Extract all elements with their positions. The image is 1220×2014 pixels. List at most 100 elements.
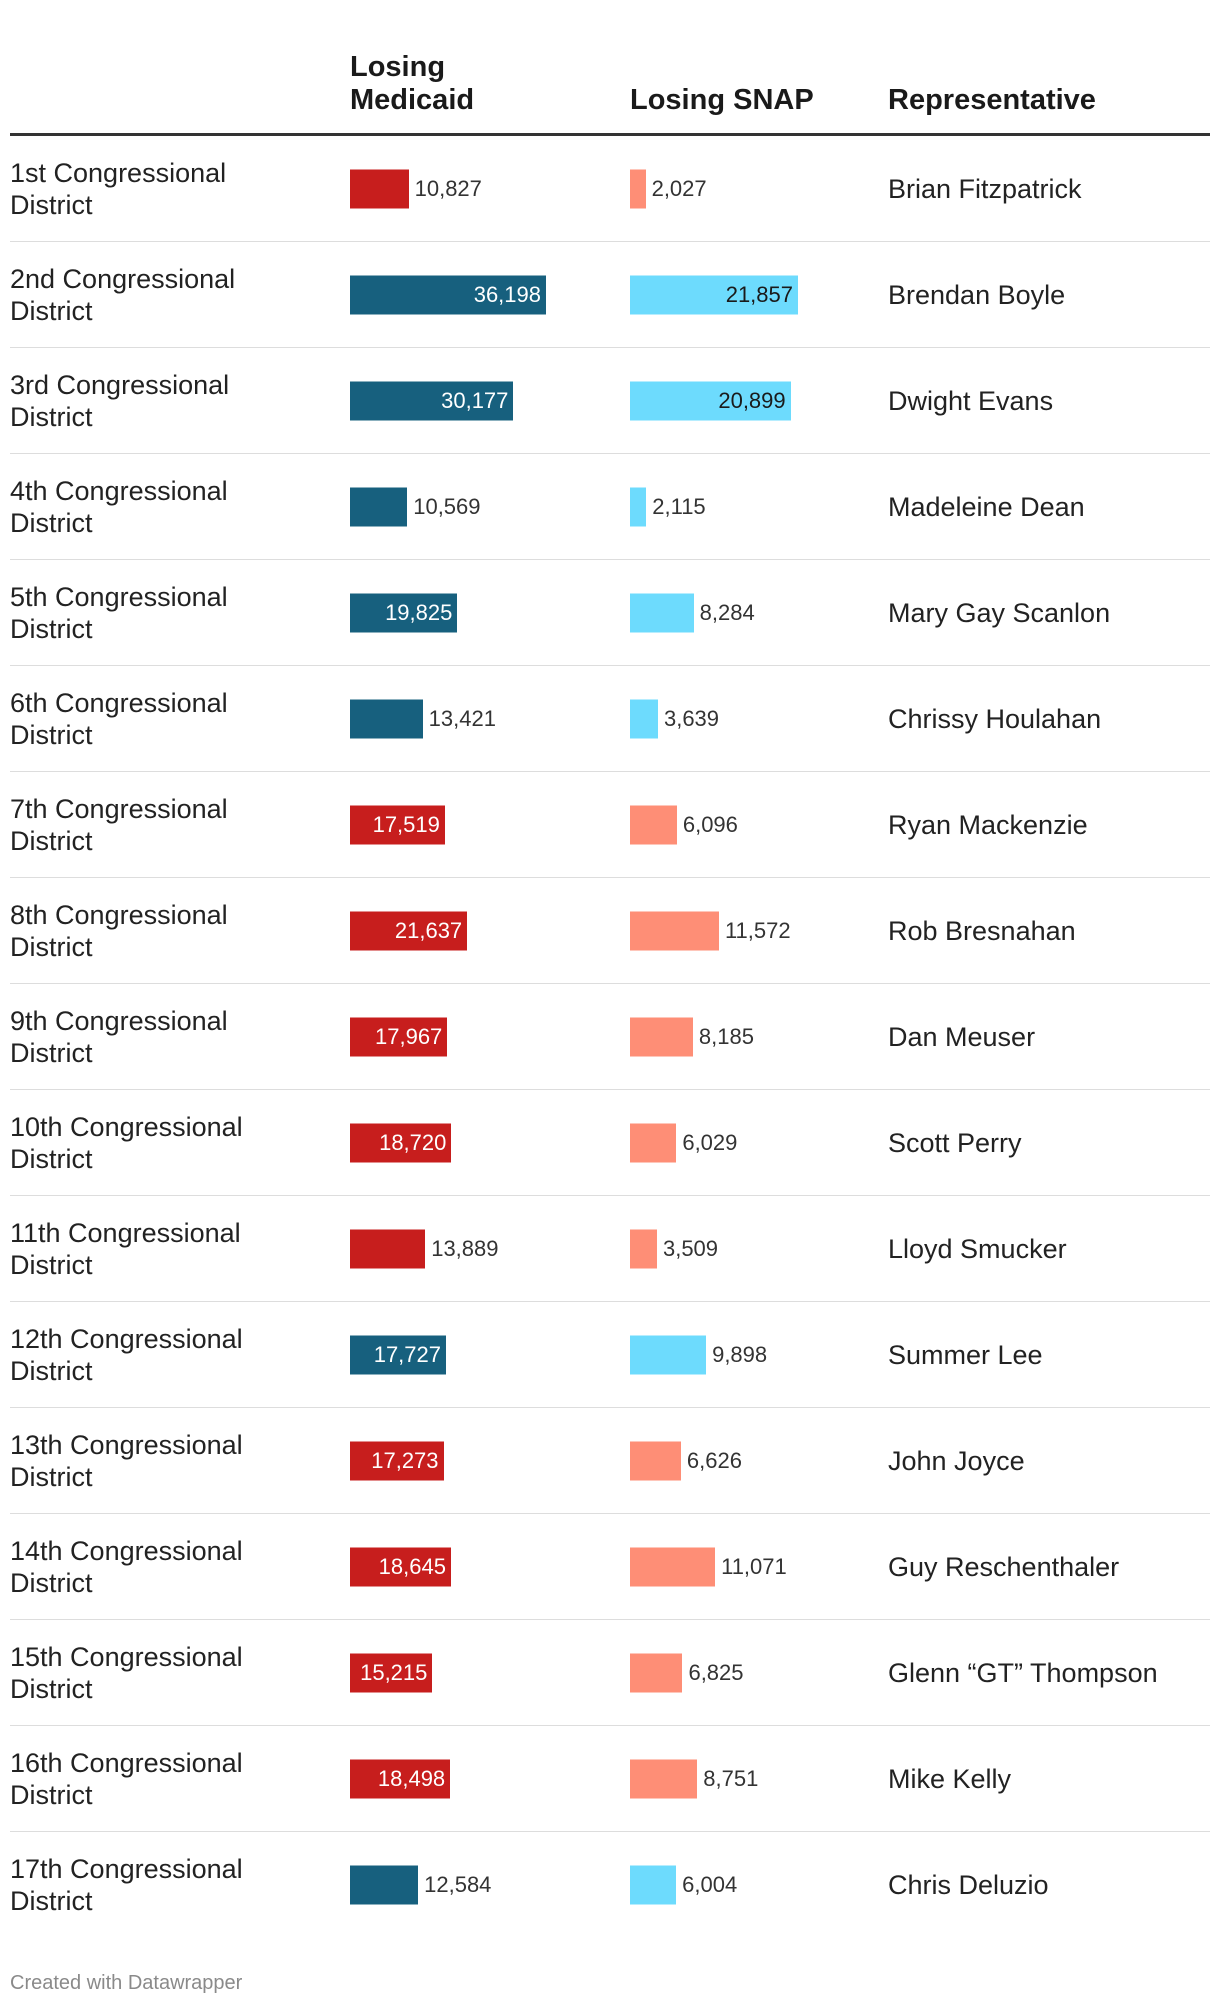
district-label: 9th Congressional District: [10, 1005, 228, 1068]
representative-name: Brendan Boyle: [888, 279, 1066, 310]
district-label: 8th Congressional District: [10, 899, 228, 962]
medicaid-bar: [350, 169, 409, 208]
snap-value-label: 8,185: [698, 1023, 754, 1049]
header-losing-snap[interactable]: Losing SNAP: [630, 84, 814, 116]
district-label: 2nd Congressional District: [10, 263, 236, 326]
snap-value-label: 9,898: [712, 1341, 768, 1367]
medicaid-value-label: 17,273: [371, 1447, 439, 1473]
representative-name: Scott Perry: [888, 1127, 1022, 1158]
medicaid-value-label: 10,827: [414, 175, 482, 201]
table-row: 5th Congressional District 19,825 8,284 Mar…: [10, 560, 1210, 666]
representative-name: Ryan Mackenzie: [888, 809, 1088, 840]
table-row: 14th Congressional District 18,645 11,071 G…: [10, 1514, 1210, 1620]
medicaid-value-label: 15,215: [360, 1659, 428, 1685]
snap-bar: [630, 1229, 657, 1268]
table-row: 1st Congressional District 10,827 2,027 Bri…: [10, 136, 1210, 242]
table-row: 8th Congressional District 21,637 11,572 Ro…: [10, 878, 1210, 984]
medicaid-bar: [350, 1123, 452, 1162]
snap-value-label: 6,096: [682, 811, 738, 837]
district-label: 15th Congressional District: [10, 1641, 243, 1704]
medicaid-value-label: 36,198: [473, 281, 541, 307]
medicaid-value-label: 21,637: [394, 917, 463, 943]
medicaid-bar: [350, 593, 458, 632]
snap-bar: [630, 911, 719, 950]
district-label: 12th Congressional District: [10, 1323, 243, 1386]
medicaid-bar: [350, 275, 546, 314]
snap-value-label: 8,284: [699, 599, 755, 625]
snap-bar: [630, 1123, 677, 1162]
medicaid-value-label: 18,498: [377, 1765, 446, 1791]
table-row: 2nd Congressional District 36,198 21,857 Br…: [10, 242, 1210, 348]
medicaid-bar: [350, 1229, 426, 1268]
table-row: 15th Congressional District 15,215 6,825 Gl…: [10, 1620, 1210, 1726]
snap-value-label: 6,626: [686, 1447, 742, 1473]
district-label: 17th Congressional District: [10, 1854, 243, 1916]
representative-name: Guy Reschenthaler: [888, 1551, 1120, 1582]
representative-name: Brian Fitzpatrick: [888, 173, 1082, 204]
medicaid-bar: [350, 1441, 444, 1480]
medicaid-value-label: 10,569: [413, 493, 481, 519]
district-label: 1st Congressional District: [10, 157, 227, 220]
district-label: 11th Congressional District: [10, 1217, 241, 1280]
representative-name: Madeleine Dean: [888, 491, 1085, 522]
district-label: 7th Congressional District: [10, 793, 228, 856]
medicaid-value-label: 18,645: [378, 1553, 446, 1579]
snap-value-label: 3,639: [663, 705, 720, 731]
table-row: 17th Congressional District 12,584 6,004 Ch…: [10, 1832, 1210, 1938]
medicaid-bar: [350, 1865, 419, 1905]
medicaid-bar: [350, 381, 514, 420]
table-row: 11th Congressional District 13,889 3,509 Ll…: [10, 1196, 1210, 1302]
snap-value-label: 2,027: [651, 175, 707, 201]
medicaid-bar: [350, 1653, 433, 1692]
snap-value-label: 3,509: [662, 1235, 719, 1261]
representative-name: Lloyd Smucker: [888, 1233, 1067, 1264]
snap-bar: [630, 1865, 677, 1905]
snap-value-label: 21,857: [725, 281, 793, 307]
snap-bar: [630, 1759, 698, 1798]
district-label: 4th Congressional District: [10, 475, 228, 538]
medicaid-bar: [350, 487, 408, 526]
representative-name: Dan Meuser: [888, 1021, 1036, 1052]
snap-bar: [630, 699, 658, 738]
medicaid-bar: [350, 805, 445, 844]
snap-bar: [630, 381, 791, 420]
medicaid-value-label: 19,825: [385, 599, 453, 625]
district-label: 16th Congressional District: [10, 1747, 243, 1810]
representative-name: Chris Deluzio: [888, 1870, 1049, 1900]
representative-name: Chrissy Houlahan: [888, 703, 1102, 734]
snap-value-label: 8,751: [703, 1765, 759, 1791]
table-row: 7th Congressional District 17,519 6,096 Rya…: [10, 772, 1210, 878]
medicaid-value-label: 17,967: [375, 1023, 443, 1049]
snap-bar: [630, 805, 677, 844]
representative-name: Mike Kelly: [888, 1763, 1012, 1794]
medicaid-value-label: 13,889: [431, 1235, 499, 1261]
medicaid-value-label: 12,584: [424, 1872, 492, 1897]
district-label: 5th Congressional District: [10, 581, 228, 644]
medicaid-bar: [350, 1335, 446, 1374]
table-row: 9th Congressional District 17,967 8,185 Dan…: [10, 984, 1210, 1090]
district-label: 14th Congressional District: [10, 1535, 243, 1598]
table-row: 4th Congressional District 10,569 2,115 Mad…: [10, 454, 1210, 560]
medicaid-bar: [350, 911, 468, 950]
representative-name: Dwight Evans: [888, 385, 1054, 416]
snap-value-label: 11,572: [724, 917, 791, 943]
district-table: Losing Medicaid Losing SNAP Representati…: [10, 0, 1210, 1938]
representative-name: John Joyce: [888, 1445, 1025, 1476]
district-label: 10th Congressional District: [10, 1111, 243, 1174]
representative-name: Mary Gay Scanlon: [888, 597, 1111, 628]
table-header: Losing Medicaid Losing SNAP Representati…: [10, 0, 1210, 136]
medicaid-value-label: 13,421: [428, 705, 496, 731]
district-label: 6th Congressional District: [10, 687, 228, 750]
snap-bar: [630, 1335, 707, 1374]
snap-bar: [630, 1441, 681, 1480]
medicaid-bar: [350, 1759, 451, 1798]
snap-bar: [630, 1547, 716, 1586]
snap-value-label: 6,004: [682, 1872, 738, 1897]
table-row: 13th Congressional District 17,273 6,626 Jo…: [10, 1408, 1210, 1514]
header-losing-medicaid[interactable]: Losing Medicaid: [350, 51, 475, 116]
representative-name: Glenn “GT” Thompson: [888, 1657, 1158, 1688]
snap-bar: [630, 487, 647, 526]
medicaid-bar: [350, 1547, 451, 1586]
header-representative[interactable]: Representative: [888, 84, 1096, 116]
table-row: 10th Congressional District 18,720 6,029 Sc…: [10, 1090, 1210, 1196]
